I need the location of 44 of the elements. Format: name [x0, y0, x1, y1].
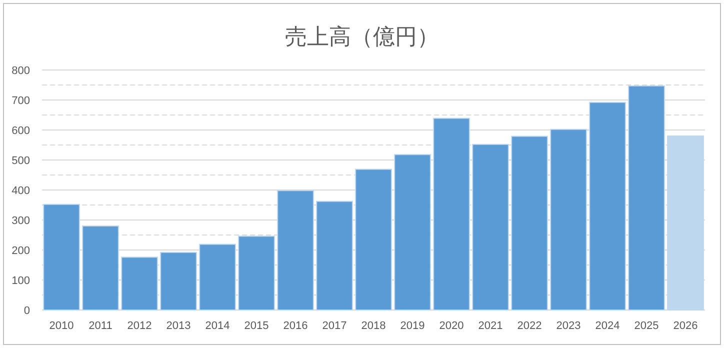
bar — [82, 226, 119, 310]
bar — [667, 136, 704, 310]
x-tick-label: 2019 — [400, 320, 425, 332]
x-tick-label: 2026 — [673, 320, 698, 332]
x-tick-label: 2023 — [556, 320, 581, 332]
bar — [472, 144, 509, 310]
chart-title: 売上高（億円） — [285, 24, 439, 49]
y-tick-label: 200 — [12, 245, 30, 257]
x-tick-label: 2015 — [244, 320, 269, 332]
y-tick-label: 800 — [12, 65, 30, 77]
x-tick-label: 2018 — [361, 320, 386, 332]
y-tick-label: 300 — [12, 215, 30, 227]
x-tick-label: 2021 — [478, 320, 503, 332]
y-tick-label: 700 — [12, 95, 30, 107]
bar — [238, 236, 275, 310]
bar — [43, 204, 80, 310]
x-tick-label: 2017 — [322, 320, 347, 332]
bar — [355, 168, 392, 310]
x-tick-label: 2010 — [49, 320, 74, 332]
x-tick-label: 2025 — [634, 320, 659, 332]
x-tick-label: 2014 — [205, 320, 230, 332]
bar — [277, 190, 314, 310]
bar — [394, 154, 431, 310]
x-tick-label: 2011 — [88, 320, 112, 332]
bar — [433, 118, 470, 310]
bar — [589, 102, 626, 310]
y-tick-label: 0 — [24, 305, 30, 317]
y-tick-label: 100 — [12, 275, 30, 287]
x-tick-label: 2013 — [166, 320, 191, 332]
y-tick-label: 600 — [12, 125, 30, 137]
bar — [199, 244, 236, 310]
bar — [550, 128, 587, 310]
x-tick-label: 2012 — [127, 320, 152, 332]
y-tick-label: 500 — [12, 155, 30, 167]
x-tick-label: 2024 — [595, 320, 620, 332]
x-tick-label: 2022 — [517, 320, 542, 332]
bar — [121, 256, 158, 310]
bar — [511, 136, 548, 310]
x-tick-label: 2016 — [283, 320, 308, 332]
x-tick-label: 2020 — [439, 320, 464, 332]
bar — [316, 200, 353, 310]
bar — [160, 252, 197, 310]
y-tick-label: 400 — [12, 185, 30, 197]
bar — [628, 85, 665, 310]
